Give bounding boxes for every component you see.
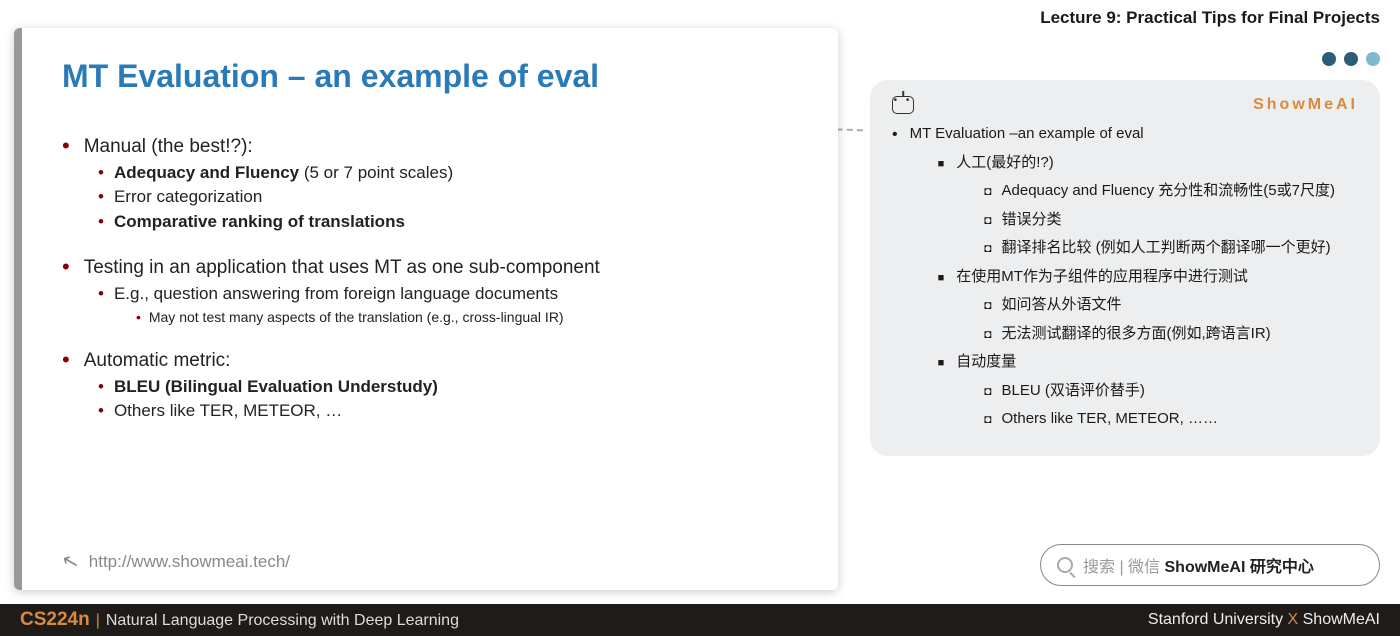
n-s2-c1: 如问答从外语文件	[1002, 291, 1122, 320]
course-code: CS224n	[20, 609, 90, 631]
s3-i2: Others like TER, METEOR, …	[114, 399, 342, 424]
s2-i1: E.g., question answering from foreign la…	[114, 284, 558, 303]
slide-content: Manual (the best!?): Adequacy and Fluenc…	[62, 133, 798, 424]
notes-title: MT Evaluation –an example of eval	[910, 125, 1144, 142]
robot-icon	[892, 96, 914, 114]
s1-i3-bold: Comparative ranking of translations	[114, 212, 405, 231]
section-3-label: Automatic metric:	[84, 347, 231, 375]
slide-footer: ↖ http://www.showmeai.tech/	[62, 549, 290, 574]
slide-title: MT Evaluation – an example of eval	[62, 58, 798, 95]
section-2-label: Testing in an application that uses MT a…	[84, 254, 600, 282]
search-text: 搜索 | 微信 ShowMeAI 研究中心	[1083, 553, 1314, 577]
search-box[interactable]: 搜索 | 微信 ShowMeAI 研究中心	[1040, 544, 1380, 586]
search-bold: ShowMeAI 研究中心	[1165, 559, 1314, 576]
s3-i1-bold: BLEU (Bilingual Evaluation Understudy)	[114, 377, 438, 396]
footer-url: http://www.showmeai.tech/	[89, 552, 290, 572]
notes-panel: ShowMeAI MT Evaluation –an example of ev…	[870, 80, 1380, 456]
dot-1	[1322, 52, 1336, 66]
n-sec3: 自动度量	[956, 353, 1016, 370]
footer-right-pre: Stanford University	[1148, 611, 1288, 628]
n-sec2: 在使用MT作为子组件的应用程序中进行测试	[956, 268, 1248, 285]
slide-card: MT Evaluation – an example of eval Manua…	[14, 28, 838, 590]
footer-bar: CS224n | Natural Language Processing wit…	[0, 604, 1400, 636]
showmeai-brand: ShowMeAI	[1253, 96, 1358, 114]
footer-left: CS224n | Natural Language Processing wit…	[20, 609, 459, 631]
section-1-label: Manual (the best!?):	[84, 133, 253, 161]
footer-right: Stanford University X ShowMeAI	[1148, 611, 1380, 629]
search-prefix: 搜索 | 微信	[1083, 559, 1165, 576]
n-s1-c2: 错误分类	[1002, 206, 1062, 235]
n-s3-c1: BLEU (双语评价替手)	[1002, 377, 1145, 406]
n-s2-c2: 无法测试翻译的很多方面(例如,跨语言IR)	[1002, 320, 1271, 349]
footer-right-post: ShowMeAI	[1298, 611, 1380, 628]
s1-i1-bold: Adequacy and Fluency	[114, 163, 299, 182]
n-s1-c1: Adequacy and Fluency 充分性和流畅性(5或7尺度)	[1002, 177, 1335, 206]
footer-x: X	[1288, 611, 1299, 628]
course-name: Natural Language Processing with Deep Le…	[106, 612, 459, 630]
n-sec1: 人工(最好的!?)	[956, 154, 1054, 171]
dot-3	[1366, 52, 1380, 66]
s2-i1-sub: May not test many aspects of the transla…	[149, 307, 564, 327]
cursor-icon: ↖	[59, 547, 82, 575]
dot-2	[1344, 52, 1358, 66]
n-s3-c2: Others like TER, METEOR, ……	[1002, 405, 1218, 434]
pipe-separator: |	[96, 612, 100, 630]
n-s1-c3: 翻译排名比较 (例如人工判断两个翻译哪一个更好)	[1002, 234, 1331, 263]
s1-i1-rest: (5 or 7 point scales)	[299, 163, 453, 182]
lecture-title: Lecture 9: Practical Tips for Final Proj…	[1040, 8, 1380, 28]
decorative-dots	[1322, 52, 1380, 66]
s1-i2: Error categorization	[114, 185, 262, 210]
search-icon	[1057, 557, 1073, 573]
